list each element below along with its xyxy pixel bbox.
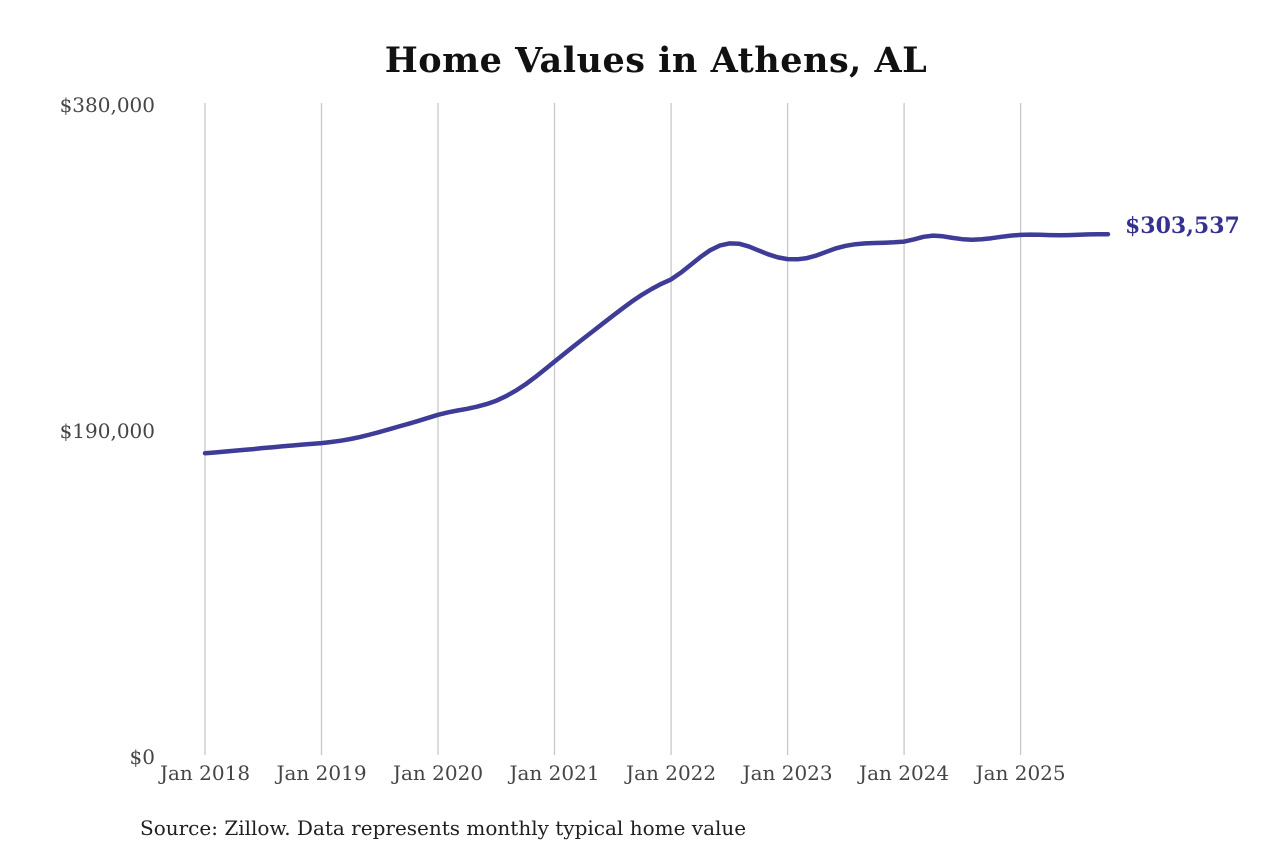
x-tick-label: Jan 2021 — [509, 761, 600, 785]
y-tick-label: $190,000 — [59, 419, 155, 443]
y-tick-label: $0 — [129, 745, 155, 769]
x-tick-label: Jan 2020 — [392, 761, 484, 785]
x-tick-label: Jan 2024 — [859, 761, 950, 785]
x-tick-label: Jan 2018 — [159, 761, 251, 785]
chart-title: Home Values in Athens, AL — [384, 40, 928, 81]
x-tick-label: Jan 2019 — [276, 761, 367, 785]
end-value-label: $303,537 — [1125, 213, 1240, 240]
x-tick-label: Jan 2023 — [742, 761, 833, 785]
y-tick-label: $380,000 — [59, 93, 155, 117]
home-value-line — [202, 231, 1111, 456]
x-tick-label: Jan 2025 — [975, 761, 1066, 785]
source-note: Source: Zillow. Data represents monthly … — [140, 816, 747, 840]
x-tick-label: Jan 2022 — [626, 761, 717, 785]
